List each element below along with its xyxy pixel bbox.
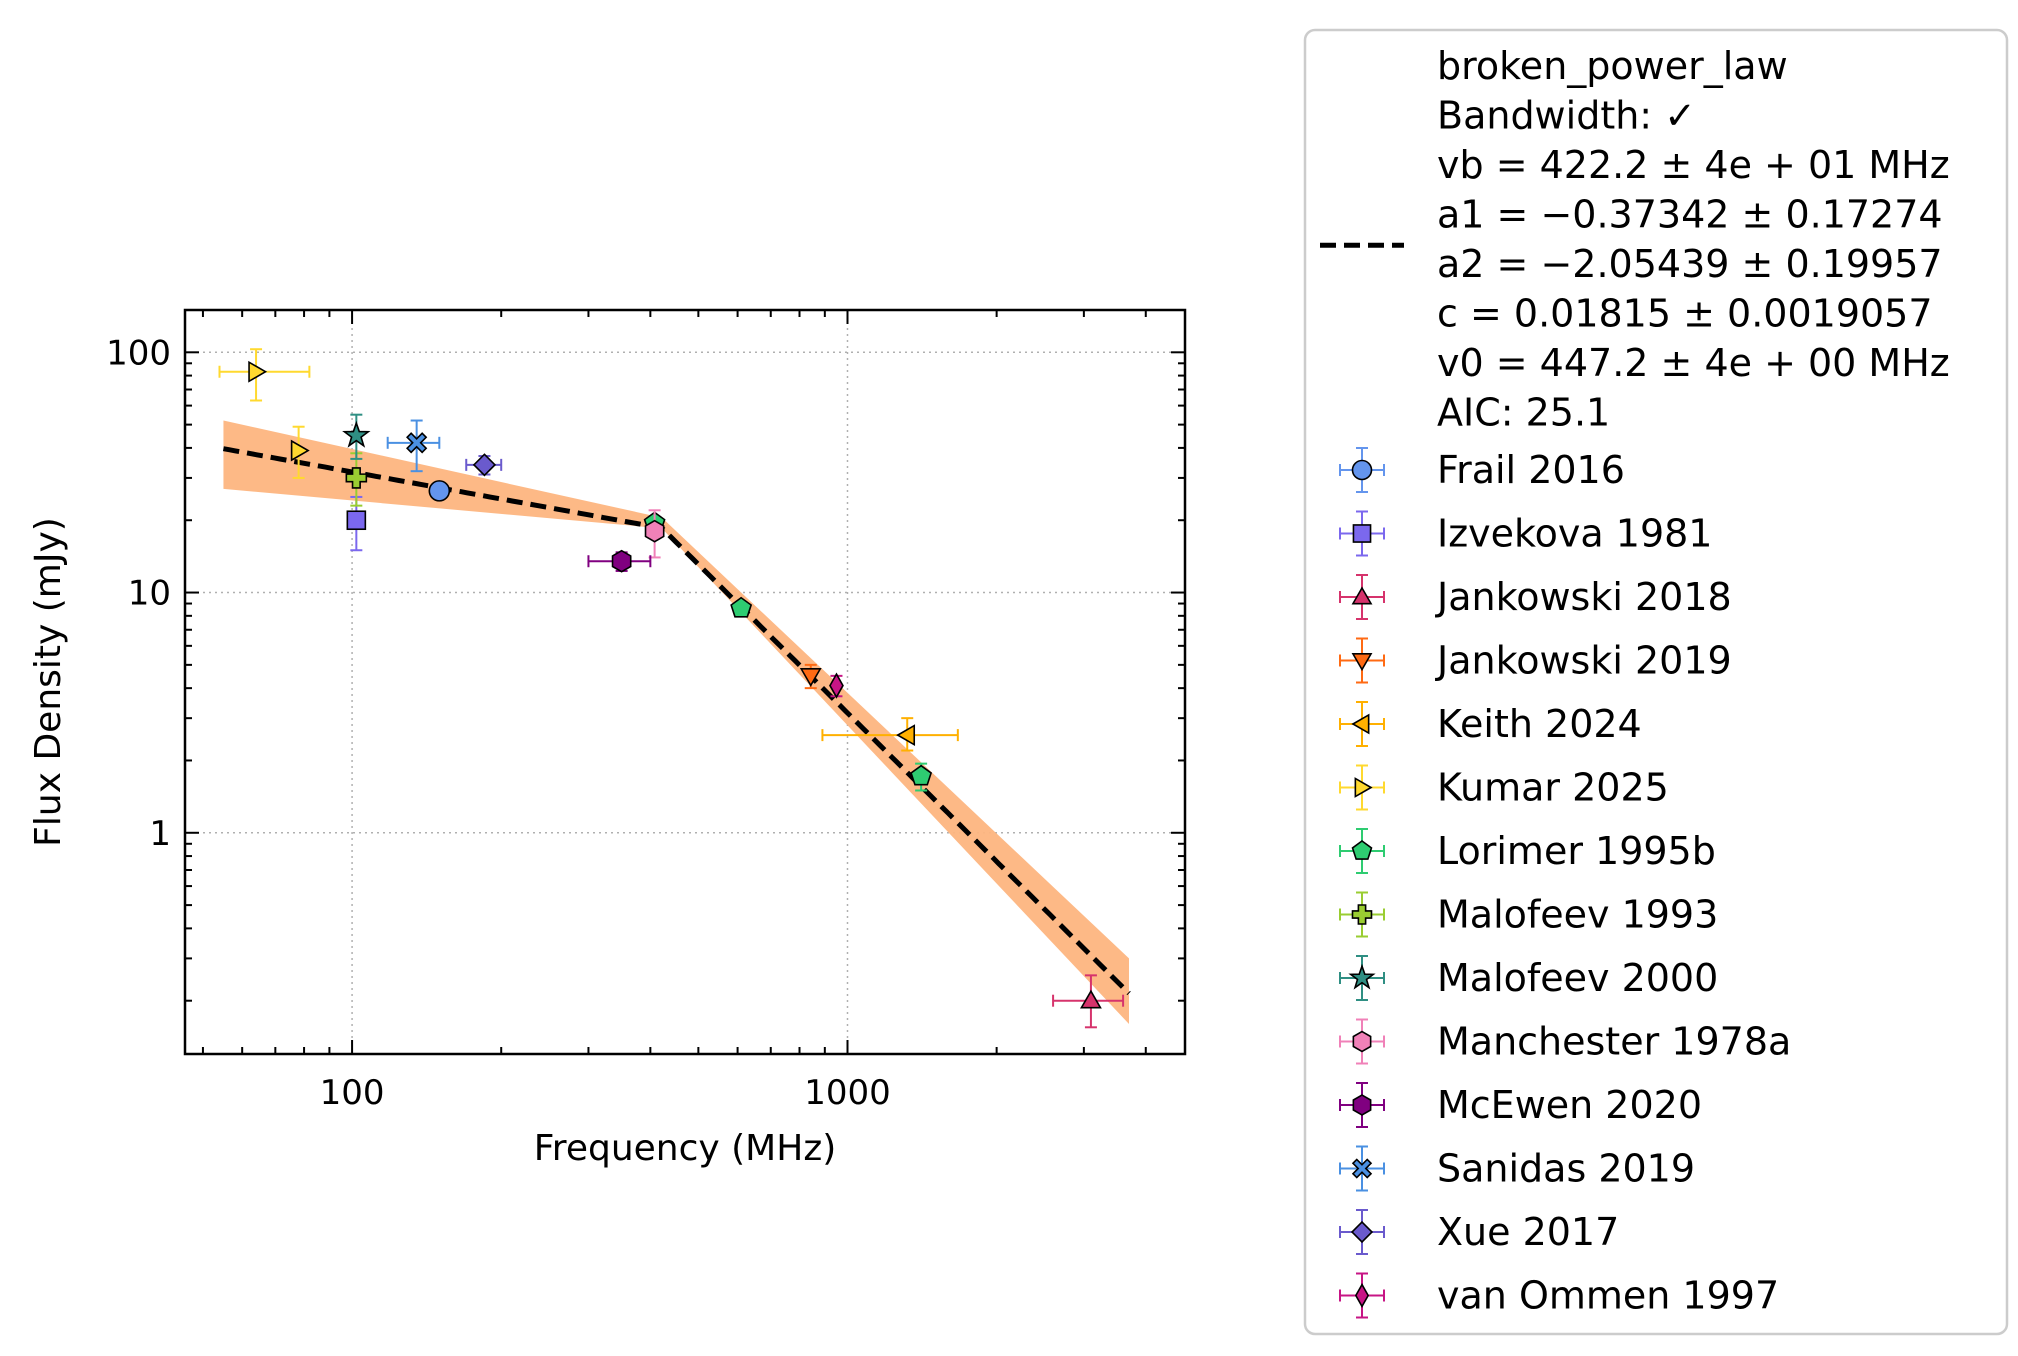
- legend-fit-text-line: c = 0.01815 ± 0.0019057: [1437, 292, 1933, 336]
- legend-label: Malofeev 1993: [1437, 893, 1718, 937]
- legend-label: Lorimer 1995b: [1437, 829, 1716, 873]
- legend-label: Manchester 1978a: [1437, 1020, 1791, 1064]
- legend-frame: [1303, 28, 2009, 1336]
- legend-marker: [1354, 1282, 1370, 1309]
- legend-item: Malofeev 1993: [1339, 891, 1718, 938]
- series-manchester-1978a: [644, 509, 665, 559]
- legend-item: van Ommen 1997: [1339, 1272, 1779, 1319]
- legend-label: Sanidas 2019: [1437, 1147, 1695, 1191]
- plot-frame: [183, 308, 1187, 1056]
- legend-label: Malofeev 2000: [1437, 956, 1718, 1000]
- legend-fit-text-line: a2 = −2.05439 ± 0.19957: [1437, 242, 1943, 286]
- legend-item: McEwen 2020: [1339, 1082, 1702, 1128]
- legend-fit-text-line: broken_power_law: [1437, 44, 1788, 88]
- series-keith-2024: [821, 717, 959, 752]
- legend-fit-text-line: vb = 422.2 ± 4e + 01 MHz: [1437, 143, 1950, 187]
- data-point: [345, 467, 368, 489]
- legend-label: Xue 2017: [1437, 1210, 1619, 1254]
- legend-marker: [1351, 653, 1373, 672]
- data-point: [346, 510, 367, 531]
- legend-item: Frail 2016: [1339, 447, 1625, 493]
- legend-marker: [1351, 904, 1373, 925]
- data-point: [248, 360, 268, 383]
- legend-marker: [1354, 777, 1373, 798]
- grid-lines: [185, 310, 1185, 1054]
- series-sanidas-2019: [386, 419, 441, 473]
- legend-marker: [1352, 1094, 1372, 1116]
- series-jankowski-2019: [799, 663, 822, 690]
- legend-item: Lorimer 1995b: [1339, 828, 1716, 874]
- legend-item: Xue 2017: [1339, 1209, 1619, 1255]
- legend-series-entries: Frail 2016 Izvekova 1981 Jankowski 2018 Jan…: [1339, 447, 1791, 1319]
- legend-fit-entry: broken_power_law Bandwidth: ✓ vb = 422.2 ±…: [1320, 44, 1950, 435]
- data-point: [428, 480, 451, 502]
- legend-fit-text-line: Bandwidth: ✓: [1437, 94, 1696, 138]
- legend-marker: [1352, 524, 1372, 543]
- x-axis-label: Frequency (MHz): [534, 1128, 837, 1169]
- fit-line-layer: [222, 446, 1131, 996]
- series-frail-2016: [428, 480, 451, 502]
- series-malofeev-2000: [342, 413, 371, 460]
- legend-label: Frail 2016: [1437, 448, 1625, 492]
- data-point: [910, 764, 933, 786]
- data-point: [406, 432, 428, 454]
- data-point: [799, 668, 822, 687]
- data-point: [290, 439, 310, 462]
- legend-fit-text-line: a1 = −0.37342 ± 0.17274: [1437, 193, 1943, 237]
- legend-marker: [1351, 586, 1373, 605]
- data-point: [829, 672, 844, 699]
- legend-marker: [1351, 713, 1370, 735]
- legend-item: Kumar 2025: [1339, 764, 1669, 811]
- legend-label: Jankowski 2018: [1435, 575, 1732, 619]
- x-tick-label: 1000: [804, 1073, 891, 1113]
- legend: broken_power_law Bandwidth: ✓ vb = 422.2 ±…: [1303, 28, 2009, 1336]
- legend-label: Kumar 2025: [1437, 766, 1669, 810]
- y-tick-label: 100: [106, 333, 171, 373]
- legend-item: Malofeev 2000: [1339, 955, 1718, 1001]
- y-tick-label: 10: [128, 574, 171, 614]
- data-point: [342, 420, 371, 448]
- legend-label: van Ommen 1997: [1437, 1274, 1779, 1318]
- legend-item: Sanidas 2019: [1339, 1145, 1695, 1192]
- y-axis-label: Flux Density (mJy): [28, 517, 69, 847]
- data-points-layer: [218, 348, 1125, 1029]
- axis-ticks: 100 1000 1 10 100: [106, 310, 1185, 1113]
- data-point: [1080, 989, 1102, 1009]
- series-xue-2017: [465, 453, 503, 477]
- data-point: [611, 549, 632, 573]
- legend-label: Izvekova 1981: [1437, 512, 1712, 556]
- legend-marker: [1351, 1158, 1373, 1179]
- series-kumar-2025: [218, 348, 311, 479]
- legend-marker: [1351, 459, 1373, 481]
- data-point: [896, 724, 916, 747]
- legend-item: Manchester 1978a: [1339, 1018, 1791, 1065]
- legend-label: Jankowski 2019: [1435, 639, 1732, 683]
- legend-marker: [1348, 963, 1376, 990]
- legend-item: Jankowski 2018: [1339, 574, 1732, 620]
- data-point: [644, 519, 665, 543]
- y-tick-label: 1: [149, 814, 171, 854]
- data-point: [730, 596, 753, 618]
- legend-marker: [1350, 1220, 1374, 1244]
- legend-item: Jankowski 2019: [1339, 637, 1732, 684]
- legend-item: Keith 2024: [1339, 701, 1642, 747]
- legend-label: Keith 2024: [1437, 702, 1642, 746]
- legend-item: Izvekova 1981: [1339, 510, 1712, 557]
- legend-marker: [1351, 840, 1373, 860]
- legend-label: McEwen 2020: [1437, 1083, 1702, 1127]
- legend-fit-text-line: AIC: 25.1: [1437, 391, 1610, 435]
- legend-marker: [1352, 1030, 1372, 1053]
- x-tick-label: 100: [320, 1073, 385, 1113]
- data-point: [472, 453, 497, 477]
- plot-area-background: [185, 310, 1185, 1054]
- series-jankowski-2018: [1052, 974, 1125, 1029]
- series-mcewen-2020: [587, 549, 652, 573]
- fit-line: [222, 446, 1131, 996]
- legend-fit-text-line: v0 = 447.2 ± 4e + 00 MHz: [1437, 341, 1950, 385]
- series-van-ommen-1997: [829, 672, 844, 699]
